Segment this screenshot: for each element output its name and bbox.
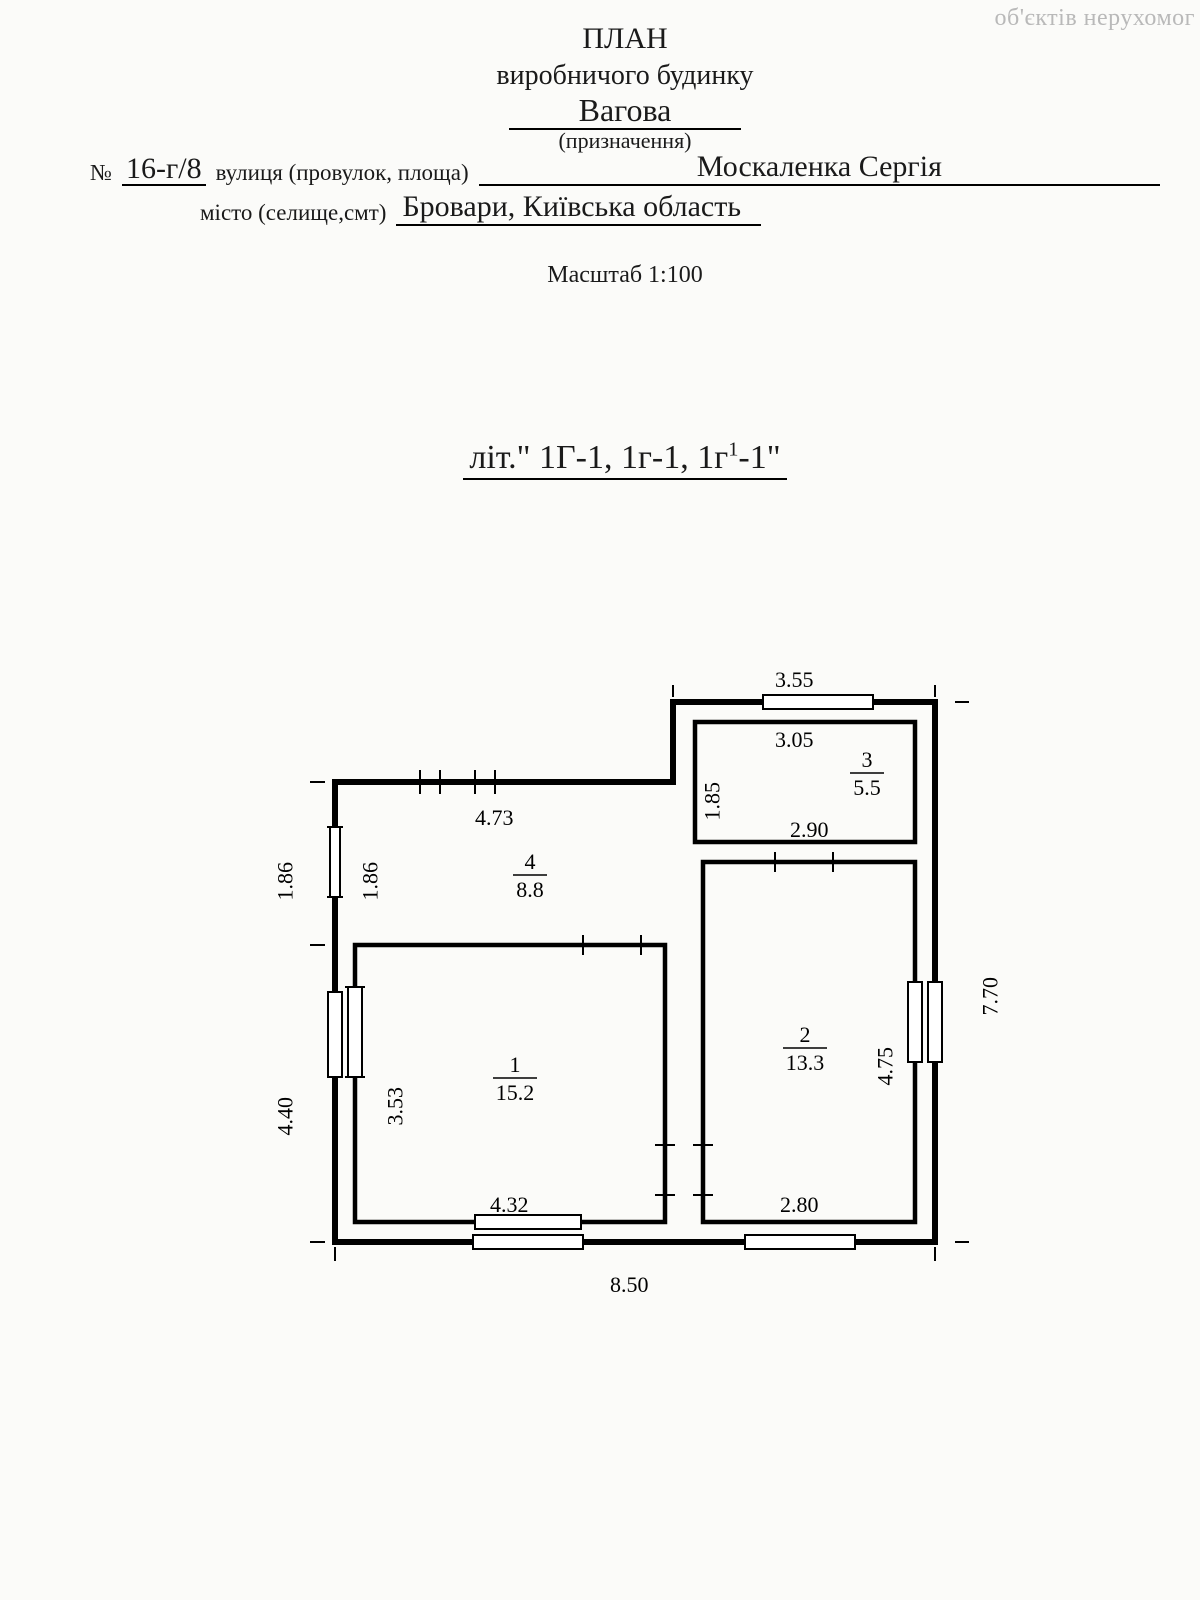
opening-room1-left [345, 987, 365, 1077]
dim-left-lower: 4.40 [273, 1097, 298, 1136]
dim-top-right: 3.55 [775, 667, 814, 692]
dim-room1-left: 3.53 [383, 1087, 408, 1126]
lit-sup: 1 [728, 439, 738, 461]
street-label: вулиця (провулок, площа) [216, 160, 469, 186]
lit-text: літ." 1Г-1, 1г-1, 1г1-1" [463, 439, 786, 480]
svg-text:8.8: 8.8 [516, 877, 544, 902]
watermark-text: об'єктів нерухомог [994, 5, 1195, 32]
svg-text:13.3: 13.3 [786, 1050, 825, 1075]
address-line: № 16-г/8 вулиця (провулок, площа) Москал… [90, 152, 1160, 186]
room2-label: 2 13.3 [783, 1022, 827, 1075]
plot-prefix: № [90, 160, 112, 186]
outer-wall [335, 702, 935, 1242]
dim-room3-height: 1.85 [700, 782, 725, 821]
designation-caption: (призначення) [509, 128, 742, 154]
document-page: об'єктів нерухомог ПЛАН виробничого буди… [0, 0, 1200, 1600]
dim-room4-width: 4.73 [475, 805, 514, 830]
dim-room2-right: 4.75 [873, 1047, 898, 1086]
dim-room3-width: 3.05 [775, 727, 814, 752]
dim-room4-left: 1.86 [358, 862, 383, 901]
designation: Вагова [509, 94, 742, 130]
svg-text:15.2: 15.2 [496, 1080, 535, 1105]
floor-plan: 3.55 1.86 4.40 7.70 8.50 4.73 1.86 3.05 … [90, 647, 1160, 1297]
svg-text:3: 3 [862, 747, 873, 772]
opening-room3-top [763, 695, 873, 709]
dim-bottom: 8.50 [610, 1272, 649, 1297]
header-block: ПЛАН виробничого будинку Вагова (признач… [90, 22, 1160, 154]
scale-label: Масштаб 1:100 [90, 262, 1160, 289]
svg-text:2: 2 [800, 1022, 811, 1047]
dim-room3-bottom: 2.90 [790, 817, 829, 842]
city-label: місто (селище,смт) [200, 200, 386, 226]
floor-plan-svg: 3.55 1.86 4.40 7.70 8.50 4.73 1.86 3.05 … [215, 647, 1035, 1297]
city-line: місто (селище,смт) Бровари, Київська обл… [90, 192, 1160, 226]
dim-left-upper: 1.86 [273, 862, 298, 901]
street-name: Москаленка Сергія [479, 152, 1160, 186]
dim-room1-bottom: 4.32 [490, 1192, 529, 1217]
opening-left-lower [328, 992, 342, 1077]
subtitle: виробничого будинку [90, 60, 1160, 92]
opening-left-upper [327, 827, 343, 897]
dim-room2-bottom: 2.80 [780, 1192, 819, 1217]
opening-bottom-room1 [475, 1215, 581, 1229]
room3-label: 3 5.5 [850, 747, 884, 800]
opening-right [908, 982, 942, 1062]
opening-bottom-left [473, 1235, 583, 1249]
dim-right: 7.70 [978, 977, 1003, 1016]
lit-line: літ." 1Г-1, 1г-1, 1г1-1" [90, 439, 1160, 477]
svg-text:4: 4 [525, 849, 536, 874]
plot-number: 16-г/8 [122, 154, 206, 186]
svg-text:1: 1 [510, 1052, 521, 1077]
opening-bottom-right [745, 1235, 855, 1249]
room4-label: 4 8.8 [513, 849, 547, 902]
city-name: Бровари, Київська область [396, 192, 761, 226]
room1-label: 1 15.2 [493, 1052, 537, 1105]
svg-text:5.5: 5.5 [853, 775, 881, 800]
